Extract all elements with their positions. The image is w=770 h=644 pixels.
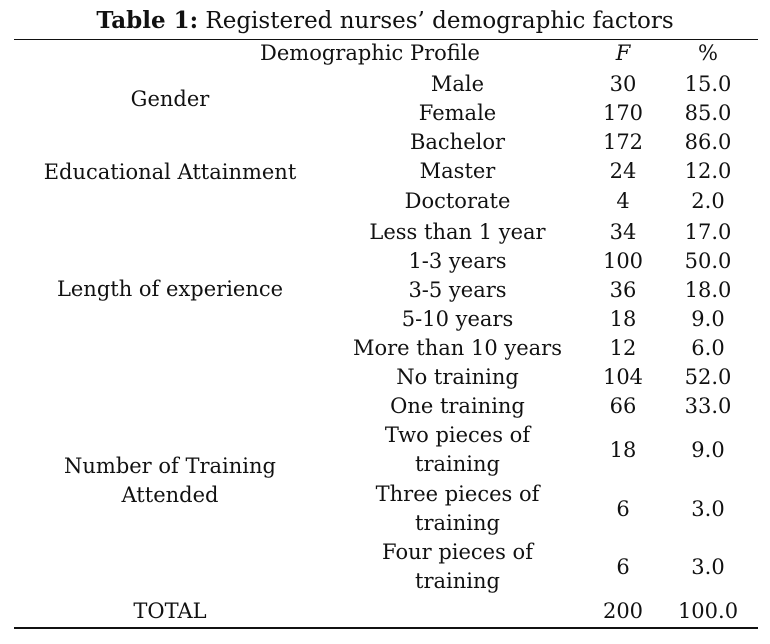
row-percent: 17.0	[684, 220, 732, 244]
row-label: 3-5 years	[408, 278, 507, 302]
table-caption: Registered nurses’ demographic factors	[205, 8, 674, 34]
row-label: Female	[418, 101, 497, 125]
row-frequency: 6	[616, 496, 630, 521]
header-demographic-profile: Demographic Profile	[260, 41, 480, 65]
row-label: Doctorate	[404, 189, 511, 213]
row-frequency: 36	[609, 278, 637, 302]
table-title: Table 1: Registered nurses’ demographic …	[0, 6, 770, 36]
row-percent: 50.0	[684, 249, 732, 273]
row-frequency: 24	[609, 159, 637, 183]
row-label: 5-10 years	[401, 307, 514, 331]
row-frequency: 172	[602, 130, 644, 154]
row-percent: 3.0	[691, 554, 725, 579]
row-percent: 15.0	[684, 72, 732, 96]
row-percent: 6.0	[691, 336, 725, 360]
total-label: TOTAL	[133, 599, 207, 623]
row-percent: 2.0	[691, 189, 725, 213]
row-percent: 9.0	[691, 307, 725, 331]
category-number-of-training: Number of Training Attended	[64, 454, 276, 507]
row-label: Less than 1 year	[369, 220, 546, 244]
header-percent: %	[698, 41, 718, 65]
row-frequency: 12	[609, 336, 637, 360]
row-label: One training	[390, 394, 525, 418]
category-gender: Gender	[130, 86, 210, 111]
row-percent: 9.0	[691, 437, 725, 462]
row-frequency: 6	[616, 554, 630, 579]
row-label: Three pieces of training	[375, 482, 540, 535]
row-label: 1-3 years	[408, 249, 507, 273]
row-label: Two pieces of training	[384, 423, 531, 476]
table-number: Table 1:	[96, 7, 199, 34]
category-educational-attainment: Educational Attainment	[43, 159, 297, 184]
row-frequency: 104	[602, 365, 644, 389]
row-frequency: 18	[609, 307, 637, 331]
row-frequency: 18	[609, 437, 637, 462]
row-percent: 85.0	[684, 101, 732, 125]
row-label: Bachelor	[409, 130, 506, 154]
row-frequency: 100	[602, 249, 644, 273]
row-frequency: 34	[609, 220, 637, 244]
total-percent: 100.0	[677, 599, 739, 623]
row-label: Four pieces of training	[382, 540, 533, 593]
row-label: Male	[430, 72, 485, 96]
row-label: More than 10 years	[353, 336, 562, 360]
row-frequency: 170	[602, 101, 644, 125]
top-rule	[14, 39, 758, 40]
row-percent: 12.0	[684, 159, 732, 183]
row-label: No training	[396, 365, 519, 389]
row-frequency: 30	[609, 72, 637, 96]
row-percent: 18.0	[684, 278, 732, 302]
row-percent: 52.0	[684, 365, 732, 389]
category-length-of-experience: Length of experience	[56, 276, 284, 301]
row-percent: 33.0	[684, 394, 732, 418]
row-label: Master	[419, 159, 496, 183]
bottom-rule	[14, 627, 758, 629]
row-percent: 3.0	[691, 496, 725, 521]
row-percent: 86.0	[684, 130, 732, 154]
row-frequency: 66	[609, 394, 637, 418]
row-frequency: 4	[616, 189, 630, 213]
total-frequency: 200	[602, 599, 644, 623]
header-frequency: F	[615, 41, 631, 65]
